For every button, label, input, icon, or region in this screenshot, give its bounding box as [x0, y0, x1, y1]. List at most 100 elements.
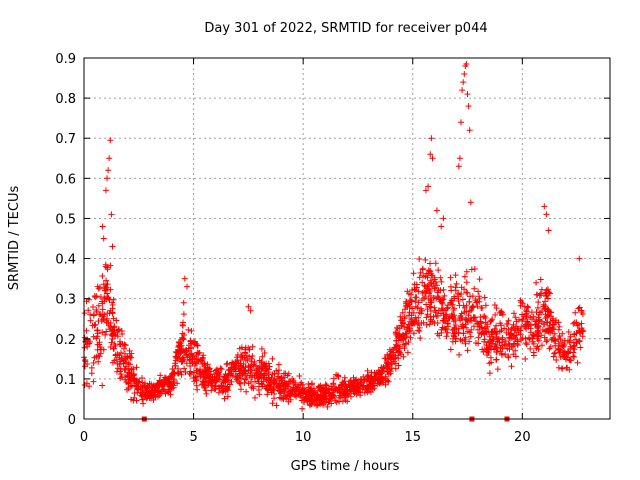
data-point: [427, 297, 434, 304]
data-point: [492, 311, 499, 318]
y-tick-label: 0.1: [55, 373, 76, 388]
data-point: [392, 360, 399, 367]
data-point: [547, 290, 553, 297]
data-point: [522, 335, 529, 342]
data-point: [435, 287, 442, 294]
data-point: [468, 326, 475, 333]
data-point: [232, 362, 239, 369]
data-point: [471, 285, 478, 292]
data-point: [109, 359, 116, 366]
data-point: [335, 372, 341, 379]
data-point: [520, 313, 527, 320]
data-point: [555, 319, 562, 326]
data-point: [408, 322, 415, 329]
data-point: [412, 298, 419, 305]
data-point: [105, 322, 112, 329]
data-point: [559, 330, 566, 337]
data-point: [467, 293, 473, 300]
data-point: [132, 380, 139, 387]
data-point: [119, 331, 126, 337]
data-point: [130, 365, 137, 372]
data-point: [332, 386, 339, 393]
data-point: [88, 370, 95, 377]
data-point: [313, 402, 320, 409]
data-point: [224, 386, 231, 393]
data-point: [202, 368, 208, 375]
data-point-spike: [108, 211, 115, 218]
data-point: [464, 347, 471, 354]
data-point: [382, 375, 389, 382]
data-point: [180, 311, 187, 318]
data-point: [273, 380, 280, 387]
data-point: [419, 290, 426, 296]
data-point: [148, 387, 155, 394]
data-point: [496, 310, 503, 316]
data-point: [497, 348, 504, 355]
data-point-spike: [105, 167, 112, 174]
data-point: [463, 268, 470, 275]
data-point: [488, 331, 495, 338]
data-point: [182, 369, 189, 376]
data-point: [299, 405, 306, 412]
y-tick-label: 0.8: [55, 92, 76, 107]
data-point: [357, 392, 364, 399]
data-point: [358, 379, 365, 386]
data-point: [332, 397, 339, 404]
data-point: [437, 274, 444, 281]
data-point: [155, 381, 161, 387]
data-point: [571, 331, 578, 338]
data-point: [107, 262, 114, 269]
data-point: [99, 316, 106, 323]
data-point: [438, 278, 445, 285]
data-point: [103, 328, 110, 335]
data-point: [248, 355, 255, 362]
data-point: [437, 298, 444, 305]
data-point: [92, 294, 99, 301]
data-point: [93, 335, 100, 342]
data-point: [379, 379, 386, 386]
data-point: [311, 396, 318, 403]
data-point: [193, 367, 200, 374]
data-point: [432, 279, 439, 285]
data-point: [144, 392, 151, 399]
data-point: [287, 396, 294, 403]
data-point: [188, 350, 195, 357]
data-point: [505, 317, 512, 324]
data-point: [481, 338, 488, 345]
data-point: [139, 396, 146, 403]
data-point: [488, 340, 495, 347]
data-point: [191, 341, 198, 348]
data-point-spike: [427, 151, 434, 158]
data-point: [475, 321, 482, 328]
data-point: [423, 301, 430, 308]
data-point: [486, 370, 493, 377]
data-point-spike: [461, 71, 468, 77]
data-point: [412, 303, 419, 310]
data-point: [435, 267, 442, 274]
x-axis-label: GPS time / hours: [291, 459, 400, 474]
data-point: [577, 344, 584, 351]
data-point: [341, 374, 348, 381]
data-point: [252, 394, 258, 401]
data-point: [475, 334, 482, 341]
y-tick-label: 0.5: [55, 212, 76, 227]
data-point: [467, 333, 474, 340]
data-point: [251, 358, 258, 365]
data-point: [402, 340, 409, 347]
data-point: [513, 332, 520, 339]
data-point: [322, 381, 329, 388]
data-point: [535, 337, 542, 344]
data-point: [109, 302, 116, 308]
data-point: [578, 320, 585, 327]
data-point: [392, 354, 399, 361]
data-point-spike: [429, 155, 436, 162]
data-point: [557, 354, 564, 360]
data-point: [115, 326, 122, 333]
data-point: [544, 328, 551, 335]
data-point: [259, 381, 266, 388]
data-point: [464, 328, 471, 335]
data-point: [99, 382, 106, 389]
data-point: [419, 279, 426, 286]
data-point: [219, 388, 226, 395]
data-point: [415, 288, 422, 295]
